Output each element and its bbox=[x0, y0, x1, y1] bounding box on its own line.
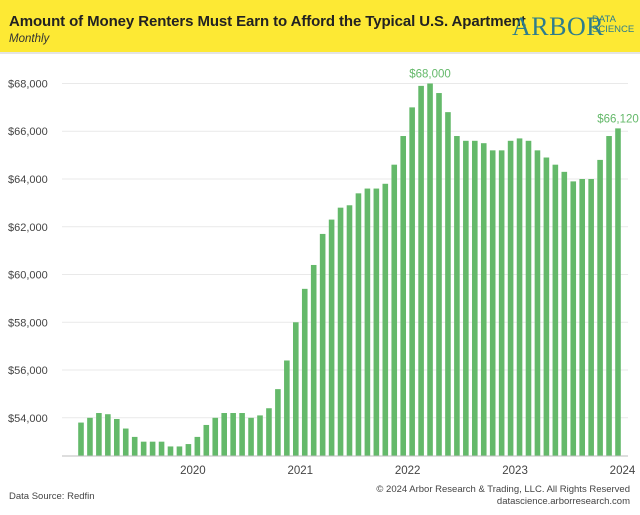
bar bbox=[597, 159, 603, 457]
bar bbox=[248, 417, 254, 456]
bar bbox=[310, 264, 317, 456]
bar-series bbox=[78, 83, 621, 457]
logo-wordmark: ARBOR bbox=[512, 12, 605, 41]
bar bbox=[615, 128, 621, 456]
bar bbox=[552, 164, 559, 457]
y-tick-label: $58,000 bbox=[8, 317, 48, 329]
bar bbox=[543, 157, 550, 457]
bar bbox=[382, 183, 389, 457]
x-tick-label: 2020 bbox=[180, 465, 206, 477]
bar bbox=[212, 417, 219, 456]
bar bbox=[87, 417, 93, 456]
page-subtitle: Monthly bbox=[9, 33, 50, 45]
bar bbox=[480, 143, 487, 457]
bar bbox=[427, 83, 433, 456]
bar bbox=[570, 181, 577, 457]
bar bbox=[400, 136, 406, 456]
footer-credits: © 2024 Arbor Research & Trading, LLC. Al… bbox=[376, 484, 630, 508]
copyright-text: © 2024 Arbor Research & Trading, LLC. Al… bbox=[376, 484, 630, 495]
bar bbox=[454, 136, 460, 456]
logo-sub-data: DATA bbox=[592, 14, 616, 25]
bar bbox=[176, 446, 183, 456]
bar bbox=[516, 138, 523, 457]
data-label: $66,120 bbox=[597, 113, 639, 125]
bar bbox=[489, 150, 496, 457]
bar bbox=[284, 360, 290, 456]
bar bbox=[257, 415, 263, 456]
x-tick-label: 2022 bbox=[395, 465, 421, 477]
bar bbox=[230, 413, 236, 456]
y-axis-labels: $54,000 $56,000 $58,000 $60,000 $62,000 $64,0… bbox=[8, 78, 48, 424]
bar bbox=[436, 93, 442, 456]
x-tick-label: 2023 bbox=[502, 465, 528, 477]
bar bbox=[337, 207, 344, 456]
bar bbox=[194, 436, 201, 456]
bar bbox=[301, 288, 308, 456]
bar bbox=[293, 322, 299, 456]
bar bbox=[525, 140, 532, 457]
bar bbox=[78, 422, 84, 456]
bar bbox=[319, 233, 326, 456]
y-tick-label: $64,000 bbox=[8, 174, 48, 186]
bar bbox=[418, 85, 424, 456]
bar bbox=[185, 444, 192, 456]
bar bbox=[114, 418, 120, 456]
y-tick-label: $60,000 bbox=[8, 270, 48, 282]
bar bbox=[409, 107, 415, 457]
y-tick-label: $66,000 bbox=[8, 126, 48, 138]
bar bbox=[149, 441, 156, 456]
bar bbox=[391, 164, 398, 457]
y-tick-label: $54,000 bbox=[8, 413, 48, 425]
x-tick-label: 2024 bbox=[610, 465, 636, 477]
page-title: Amount of Money Renters Must Earn to Aff… bbox=[9, 13, 526, 30]
gridlines bbox=[62, 82, 628, 419]
bar bbox=[373, 188, 380, 457]
bar bbox=[561, 171, 568, 457]
bar bbox=[472, 140, 478, 457]
bar bbox=[105, 414, 111, 456]
bar bbox=[346, 205, 353, 456]
y-tick-label: $68,000 bbox=[8, 78, 48, 90]
data-label: $68,000 bbox=[409, 68, 451, 80]
bar bbox=[463, 140, 469, 457]
website-text: datascience.arborresearch.com bbox=[496, 496, 630, 507]
bar bbox=[239, 413, 245, 456]
bar bbox=[122, 428, 129, 456]
bar bbox=[158, 441, 165, 456]
bar bbox=[167, 446, 174, 456]
bar-chart: $54,000 $56,000 $58,000 $60,000 $62,000 $64,0… bbox=[8, 68, 639, 477]
bar bbox=[140, 441, 147, 456]
bar bbox=[328, 219, 335, 456]
bar bbox=[203, 424, 210, 456]
logo-subtext: DATA SCIENCE bbox=[592, 15, 634, 35]
data-annotations: $68,000 $66,120 bbox=[409, 68, 639, 125]
bar bbox=[96, 413, 102, 456]
data-source: Data Source: Redfin bbox=[9, 491, 95, 502]
bar bbox=[507, 140, 514, 457]
bar bbox=[275, 389, 281, 456]
bar bbox=[355, 193, 362, 457]
bar bbox=[534, 150, 541, 457]
x-axis-labels: 2020 2021 2022 2023 2024 bbox=[180, 465, 636, 477]
bar bbox=[606, 136, 612, 456]
bar bbox=[498, 150, 505, 457]
x-tick-label: 2021 bbox=[287, 465, 313, 477]
logo-sub-science: SCIENCE bbox=[592, 24, 635, 35]
bar bbox=[131, 436, 138, 456]
y-tick-label: $56,000 bbox=[8, 365, 48, 377]
header-banner: Amount of Money Renters Must Earn to Aff… bbox=[0, 0, 640, 52]
bar bbox=[221, 413, 227, 456]
bar bbox=[579, 179, 585, 457]
bar bbox=[364, 188, 371, 457]
y-tick-label: $62,000 bbox=[8, 222, 48, 234]
bar bbox=[588, 179, 594, 457]
header-divider bbox=[0, 52, 640, 54]
bar bbox=[266, 408, 272, 456]
bar bbox=[445, 112, 451, 457]
